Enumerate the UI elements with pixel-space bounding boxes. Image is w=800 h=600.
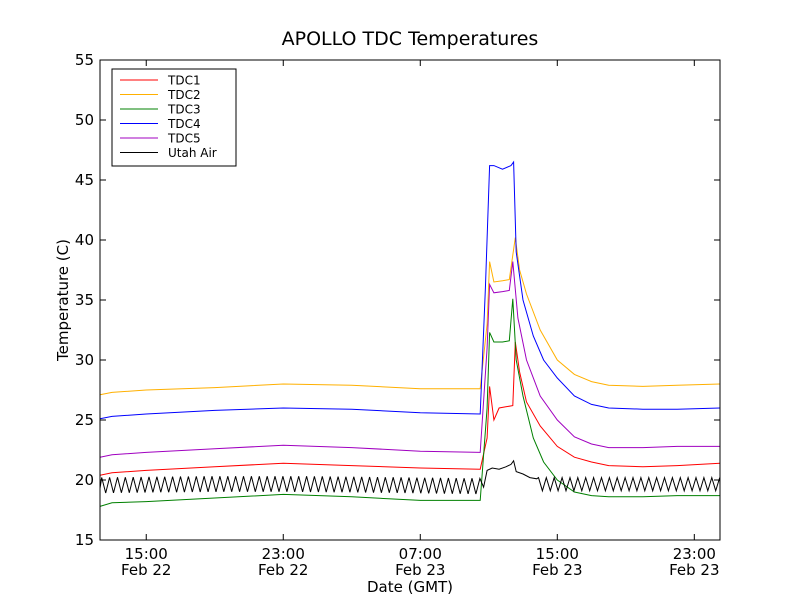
x-axis-label: Date (GMT) xyxy=(367,578,453,596)
legend-label: TDC4 xyxy=(167,117,201,131)
x-tick-date-label: Feb 23 xyxy=(532,561,582,579)
y-tick-label: 25 xyxy=(75,411,94,429)
legend-label: TDC5 xyxy=(167,132,201,146)
legend-label: TDC2 xyxy=(167,88,201,102)
legend-label: Utah Air xyxy=(168,146,217,160)
y-tick-label: 35 xyxy=(75,291,94,309)
y-tick-label: 15 xyxy=(75,531,94,549)
legend-label: TDC1 xyxy=(167,74,201,88)
series-layer xyxy=(99,160,721,507)
x-tick-time-label: 23:00 xyxy=(262,545,305,563)
y-tick-label: 50 xyxy=(75,111,94,129)
x-tick-date-label: Feb 23 xyxy=(669,561,719,579)
x-tick-date-label: Feb 22 xyxy=(121,561,171,579)
x-tick-date-label: Feb 22 xyxy=(258,561,308,579)
y-tick-label: 40 xyxy=(75,231,94,249)
x-tick-time-label: 15:00 xyxy=(125,545,168,563)
x-tick-time-label: 15:00 xyxy=(536,545,579,563)
series-line-utah-air xyxy=(99,459,721,495)
series-line-tdc1 xyxy=(99,341,721,476)
y-tick-label: 45 xyxy=(75,171,94,189)
x-tick-time-label: 23:00 xyxy=(673,545,716,563)
chart-title: APOLLO TDC Temperatures xyxy=(282,28,539,50)
y-tick-label: 30 xyxy=(75,351,94,369)
y-axis-label: Temperature (C) xyxy=(54,239,72,362)
y-tick-label: 55 xyxy=(75,51,94,69)
x-tick-time-label: 07:00 xyxy=(399,545,442,563)
series-line-tdc3 xyxy=(99,298,720,507)
series-line-tdc5 xyxy=(99,261,720,458)
y-tick-label: 20 xyxy=(75,471,94,489)
legend-box xyxy=(111,68,237,167)
series-line-tdc2 xyxy=(99,237,721,396)
series-line-tdc4 xyxy=(99,160,721,420)
legend-label: TDC3 xyxy=(167,103,201,117)
x-tick-date-label: Feb 23 xyxy=(395,561,445,579)
